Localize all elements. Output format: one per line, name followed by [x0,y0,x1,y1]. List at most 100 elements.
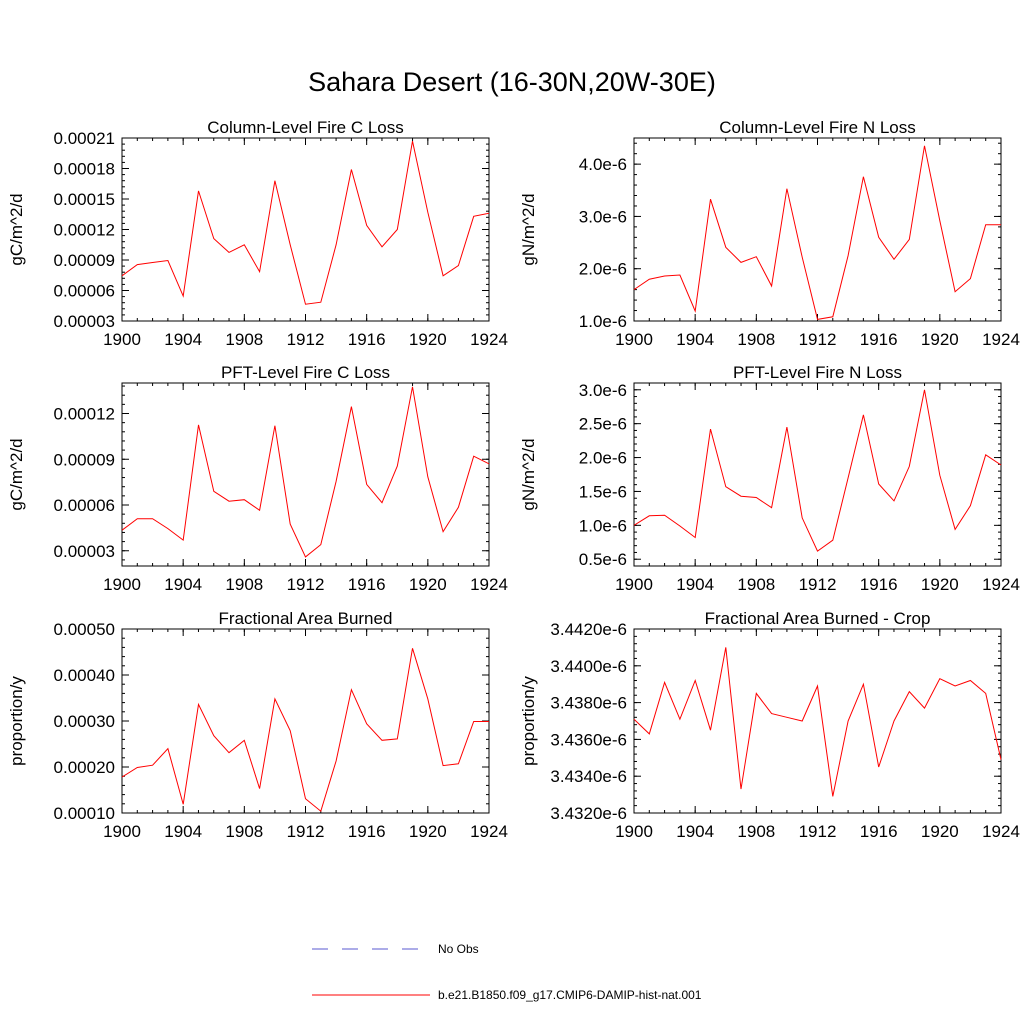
y-tick-label: 0.00040 [54,666,115,685]
x-tick-label: 1912 [287,822,325,841]
y-tick-label: 3.4320e-6 [550,804,627,823]
x-tick-label: 1924 [470,575,508,594]
x-tick-label: 1900 [103,822,141,841]
chart-panel-3: PFT-Level Fire C Loss gC/m^2/d 1900 1904 190… [7,363,508,594]
y-tick-label: 0.00018 [54,160,115,179]
x-tick-label: 1900 [103,330,141,349]
y-tick-label: 0.00021 [54,129,115,148]
y-tick-label: 0.00012 [54,221,115,240]
x-tick-label: 1900 [103,575,141,594]
x-tick-label: 1904 [164,575,202,594]
x-tick-label: 1900 [615,330,653,349]
x-tick-label: 1912 [799,822,837,841]
x-tick-label: 1912 [799,330,837,349]
y-tick-label: 3.4400e-6 [550,657,627,676]
chart-panel-2: Column-Level Fire N Loss gN/m^2/d 1900 1904… [519,118,1020,349]
chart-panel-6: Fractional Area Burned - Crop proportion/… [519,609,1020,841]
y-tick-label: 3.4380e-6 [550,694,627,713]
y-tick-label: 3.0e-6 [579,381,627,400]
plot-frame [633,628,1002,814]
y-axis-label: gN/m^2/d [519,438,538,510]
y-tick-label: 0.00009 [54,450,115,469]
panel-title: PFT-Level Fire C Loss [221,363,390,382]
y-tick-label: 0.00030 [54,712,115,731]
x-tick-label: 1916 [860,822,898,841]
x-tick-label: 1904 [164,330,202,349]
chart-panel-4: PFT-Level Fire N Loss gN/m^2/d 1900 1904 190… [519,363,1020,594]
series-line [633,647,1002,797]
x-tick-label: 1924 [470,330,508,349]
x-tick-label: 1916 [860,330,898,349]
x-tick-label: 1912 [287,575,325,594]
plot-frame [633,382,1002,567]
x-tick-label: 1924 [982,822,1020,841]
y-axis-label: gN/m^2/d [519,193,538,265]
x-tick-label: 1900 [615,822,653,841]
x-tick-label: 1908 [737,822,775,841]
x-tick-label: 1912 [287,330,325,349]
x-tick-label: 1904 [676,330,714,349]
x-tick-label: 1904 [164,822,202,841]
plot-frame [121,137,490,322]
plot-frame [121,628,490,814]
x-tick-label: 1916 [348,822,386,841]
y-tick-label: 3.0e-6 [579,207,627,226]
panel-title: Fractional Area Burned - Crop [705,609,931,628]
x-tick-label: 1908 [225,575,263,594]
y-tick-label: 3.4340e-6 [550,767,627,786]
legend: No Obs b.e21.B1850.f09_g17.CMIP6-DAMIP-h… [312,942,702,1002]
y-axis-label: gC/m^2/d [7,438,26,510]
x-tick-label: 1920 [409,822,447,841]
y-tick-label: 2.0e-6 [579,260,627,279]
chart-panel-5: Fractional Area Burned proportion/y 1900 19… [7,609,508,841]
y-tick-label: 0.00050 [54,620,115,639]
y-tick-label: 1.0e-6 [579,516,627,535]
x-tick-label: 1900 [615,575,653,594]
x-tick-label: 1916 [860,575,898,594]
x-tick-label: 1904 [676,575,714,594]
y-tick-label: 0.00020 [54,758,115,777]
y-tick-label: 0.00006 [54,282,115,301]
panel-grid: Column-Level Fire C Loss gC/m^2/d 1900 1904… [7,118,1020,841]
x-tick-label: 1920 [409,330,447,349]
panel-title: Fractional Area Burned [219,609,393,628]
y-tick-label: 0.00003 [54,312,115,331]
y-tick-label: 0.00006 [54,496,115,515]
plot-frame [121,382,490,567]
x-tick-label: 1916 [348,330,386,349]
y-tick-label: 0.5e-6 [579,550,627,569]
y-tick-label: 0.00003 [54,542,115,561]
y-axis-label: gC/m^2/d [7,193,26,265]
series-line [121,648,489,813]
x-tick-label: 1908 [737,575,775,594]
y-axis-label: proportion/y [7,676,26,766]
x-tick-label: 1908 [737,330,775,349]
y-tick-label: 2.5e-6 [579,415,627,434]
y-axis-label: proportion/y [519,676,538,766]
legend-model-label: b.e21.B1850.f09_g17.CMIP6-DAMIP-hist-nat… [438,988,702,1002]
panel-title: Column-Level Fire N Loss [719,118,916,137]
y-tick-label: 0.00009 [54,251,115,270]
x-tick-label: 1924 [470,822,508,841]
x-tick-label: 1920 [409,575,447,594]
y-tick-label: 3.4420e-6 [550,620,627,639]
x-tick-label: 1916 [348,575,386,594]
y-tick-label: 4.0e-6 [579,155,627,174]
series-line [121,140,490,305]
x-tick-label: 1912 [799,575,837,594]
x-tick-label: 1908 [225,822,263,841]
y-tick-label: 1.0e-6 [579,312,627,331]
chart-panel-1: Column-Level Fire C Loss gC/m^2/d 1900 1904… [7,118,508,349]
y-tick-label: 0.00015 [54,190,115,209]
x-tick-label: 1920 [921,330,959,349]
plot-frame [633,137,1002,322]
panel-title: Column-Level Fire C Loss [207,118,404,137]
y-tick-label: 1.5e-6 [579,482,627,501]
y-tick-label: 3.4360e-6 [550,730,627,749]
y-tick-label: 0.00012 [54,405,115,424]
series-line [633,389,1002,552]
y-tick-label: 0.00010 [54,804,115,823]
x-tick-label: 1908 [225,330,263,349]
panel-title: PFT-Level Fire N Loss [733,363,902,382]
x-tick-label: 1924 [982,330,1020,349]
